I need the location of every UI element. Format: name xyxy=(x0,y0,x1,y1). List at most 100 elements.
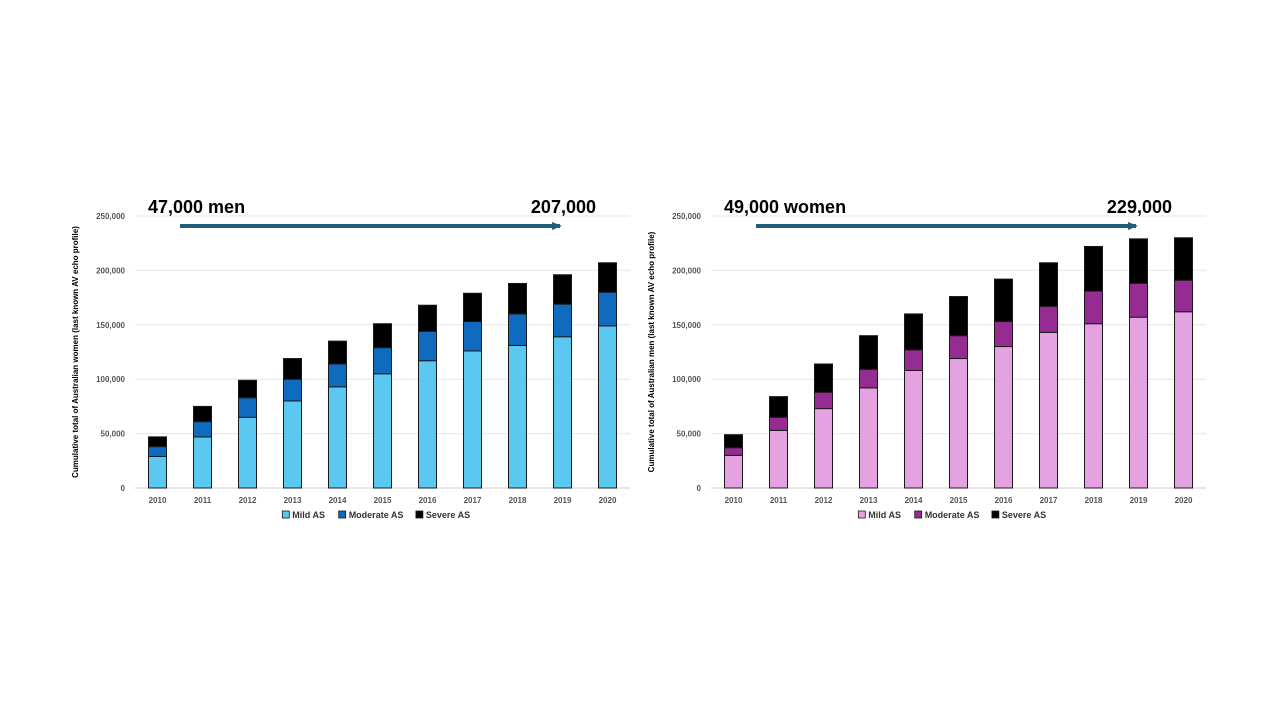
chart-0-ytick-label: 100,000 xyxy=(96,375,125,384)
chart-0-bar-moderate-as-2017 xyxy=(463,321,482,352)
chart-0-bar-moderate-as-2016 xyxy=(418,330,437,362)
chart-0-bar-mild-as-2019 xyxy=(553,336,572,489)
chart-1-xtick-label: 2019 xyxy=(1130,496,1148,505)
chart-1-legend-swatch-severe-as xyxy=(991,510,1000,519)
chart-1-bar-severe-as-2016 xyxy=(994,278,1013,323)
chart-0-bar-moderate-as-2020 xyxy=(598,291,617,327)
chart-1-xtick-label: 2020 xyxy=(1175,496,1193,505)
chart-women-panel: 0 50,000 100,000 150,000 200,000 250,000 Cumul… xyxy=(636,190,1216,535)
chart-0-bar-severe-as-2018 xyxy=(508,282,527,315)
chart-0-xtick-label: 2015 xyxy=(374,496,392,505)
chart-1-legend-swatch-mild-as xyxy=(857,510,866,519)
chart-1-bar-mild-as-2012 xyxy=(814,408,833,489)
chart-0-legend-label: Moderate AS xyxy=(349,510,404,520)
chart-1-xtick-label: 2018 xyxy=(1085,496,1103,505)
chart-0-bar-severe-as-2016 xyxy=(418,304,437,332)
chart-0-xtick-label: 2010 xyxy=(149,496,167,505)
chart-1-bar-mild-as-2019 xyxy=(1129,316,1148,489)
chart-1-bar-mild-as-2014 xyxy=(904,369,923,489)
chart-1-bar-mild-as-2016 xyxy=(994,346,1013,489)
chart-0-bar-severe-as-2014 xyxy=(328,340,347,365)
chart-1-bar-severe-as-2010 xyxy=(724,434,743,449)
chart-0-xtick-label: 2018 xyxy=(509,496,527,505)
chart-0-bar-mild-as-2017 xyxy=(463,350,482,489)
chart-1-bar-mild-as-2015 xyxy=(949,358,968,489)
chart-0-bar-mild-as-2015 xyxy=(373,373,392,489)
chart-1-y-axis-title: Cumulative total of Australian men (last… xyxy=(647,231,656,472)
chart-0-bar-moderate-as-2012 xyxy=(238,397,257,418)
chart-0-xtick-label: 2016 xyxy=(419,496,437,505)
chart-0-bar-moderate-as-2014 xyxy=(328,363,347,388)
chart-0-y-axis-title: Cumulative total of Australian women (la… xyxy=(71,226,80,478)
chart-0-bar-severe-as-2013 xyxy=(283,358,302,380)
chart-1-xtick-label: 2011 xyxy=(770,496,788,505)
chart-1-legend-label: Mild AS xyxy=(868,510,901,520)
chart-1-bar-moderate-as-2018 xyxy=(1084,290,1103,325)
chart-0-xtick-label: 2013 xyxy=(284,496,302,505)
chart-0-ytick-label: 150,000 xyxy=(96,321,125,330)
chart-1-ytick-label: 150,000 xyxy=(672,321,701,330)
chart-1-bar-severe-as-2020 xyxy=(1174,237,1193,281)
chart-men-panel: 0 50,000 100,000 150,000 200,000 250,000 Cumul… xyxy=(60,190,640,535)
chart-1-bar-moderate-as-2011 xyxy=(769,416,788,431)
chart-0-bar-mild-as-2013 xyxy=(283,400,302,489)
chart-1-bar-severe-as-2015 xyxy=(949,296,968,337)
chart-0-bar-severe-as-2020 xyxy=(598,262,617,293)
chart-1-xtick-label: 2014 xyxy=(905,496,923,505)
chart-0-bar-moderate-as-2013 xyxy=(283,378,302,402)
chart-1-bar-mild-as-2010 xyxy=(724,454,743,489)
chart-0-bar-severe-as-2012 xyxy=(238,379,257,399)
chart-1-bar-moderate-as-2017 xyxy=(1039,305,1058,333)
chart-0-bar-mild-as-2010 xyxy=(148,455,167,489)
chart-1-bar-moderate-as-2015 xyxy=(949,335,968,360)
chart-0-annotation-end: 207,000 xyxy=(531,197,596,217)
chart-1-bar-severe-as-2014 xyxy=(904,313,923,351)
chart-0-legend-swatch-severe-as xyxy=(415,510,424,519)
chart-1-bar-severe-as-2019 xyxy=(1129,238,1148,284)
chart-0-bar-severe-as-2010 xyxy=(148,436,167,448)
chart-1-ytick-label: 250,000 xyxy=(672,212,701,221)
chart-1-xtick-label: 2010 xyxy=(725,496,743,505)
chart-1-ytick-label: 0 xyxy=(697,484,702,493)
chart-0-bar-mild-as-2020 xyxy=(598,325,617,489)
chart-0-legend-swatch-moderate-as xyxy=(338,510,347,519)
chart-1-bar-moderate-as-2019 xyxy=(1129,282,1148,318)
chart-0-legend-label: Severe AS xyxy=(426,510,470,520)
chart-0-bar-moderate-as-2019 xyxy=(553,303,572,338)
chart-0-bar-moderate-as-2011 xyxy=(193,421,212,438)
chart-1-xtick-label: 2013 xyxy=(860,496,878,505)
chart-1-bar-mild-as-2020 xyxy=(1174,311,1193,489)
chart-0-ytick-label: 50,000 xyxy=(101,430,126,439)
chart-0-legend-label: Mild AS xyxy=(292,510,325,520)
chart-0-xtick-label: 2012 xyxy=(239,496,257,505)
chart-0-bar-mild-as-2011 xyxy=(193,436,212,489)
chart-1-ytick-label: 100,000 xyxy=(672,375,701,384)
chart-1-bar-severe-as-2011 xyxy=(769,396,788,418)
chart-0-bar-moderate-as-2018 xyxy=(508,313,527,346)
chart-1-bar-moderate-as-2016 xyxy=(994,321,1013,348)
chart-1-bar-mild-as-2017 xyxy=(1039,331,1058,489)
chart-0-bar-moderate-as-2015 xyxy=(373,347,392,375)
chart-0-bar-moderate-as-2010 xyxy=(148,446,167,457)
chart-1-xtick-label: 2017 xyxy=(1040,496,1058,505)
chart-1-bar-mild-as-2013 xyxy=(859,387,878,489)
chart-0-xtick-label: 2017 xyxy=(464,496,482,505)
chart-0-xtick-label: 2020 xyxy=(599,496,617,505)
chart-1-bar-moderate-as-2012 xyxy=(814,391,833,410)
chart-0-xtick-label: 2019 xyxy=(554,496,572,505)
chart-1-ytick-label: 50,000 xyxy=(677,430,702,439)
chart-1-annotation-start: 49,000 women xyxy=(724,197,846,217)
chart-1-bar-mild-as-2011 xyxy=(769,429,788,489)
chart-1-bar-severe-as-2013 xyxy=(859,335,878,370)
chart-0-xtick-label: 2014 xyxy=(329,496,347,505)
chart-1-xtick-label: 2012 xyxy=(815,496,833,505)
chart-0-ytick-label: 200,000 xyxy=(96,266,125,275)
chart-0-bar-severe-as-2011 xyxy=(193,405,212,423)
chart-1-annotation-end: 229,000 xyxy=(1107,197,1172,217)
chart-1-legend-swatch-moderate-as xyxy=(914,510,923,519)
chart-0-bar-mild-as-2014 xyxy=(328,386,347,489)
chart-0-bar-mild-as-2012 xyxy=(238,416,257,489)
chart-1-ytick-label: 200,000 xyxy=(672,266,701,275)
chart-1-xtick-label: 2015 xyxy=(950,496,968,505)
chart-1-xtick-label: 2016 xyxy=(995,496,1013,505)
